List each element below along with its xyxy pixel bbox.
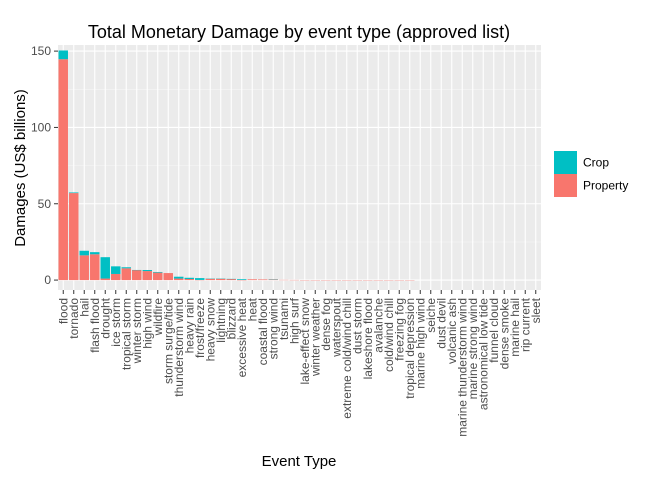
x-tick-label: dense fog: [319, 298, 333, 351]
x-tick-label: blizzard: [224, 298, 238, 339]
x-tick-label: cold/wind chill: [382, 298, 396, 372]
x-tick-label: winter storm: [130, 298, 144, 364]
x-tick-label: marine thunderstorm wind: [455, 298, 469, 437]
bar-property: [121, 268, 131, 281]
x-axis-title: Event Type: [262, 453, 337, 470]
x-tick-label: drought: [98, 297, 112, 338]
y-tick-label: 150: [31, 44, 51, 58]
x-tick-label: dust storm: [350, 298, 364, 354]
x-tick-label: tropical storm: [119, 298, 133, 370]
legend-label-property: Property: [583, 179, 628, 193]
x-tick-label: sleet: [529, 297, 543, 323]
bar-crop: [184, 277, 194, 280]
x-tick-label: avalanche: [371, 298, 385, 353]
x-tick-label: heavy snow: [203, 298, 217, 362]
x-tick-label: dust devil: [434, 298, 448, 349]
bar-crop: [195, 278, 205, 280]
x-tick-label: hail: [77, 298, 91, 317]
bar-crop: [174, 276, 184, 279]
bar-property: [100, 278, 110, 281]
x-tick-label: tornado: [67, 298, 81, 339]
bar-property: [111, 273, 121, 281]
x-tick-label: strong wind: [266, 298, 280, 359]
bars-group: [58, 50, 415, 281]
x-tick-label: tsunami: [277, 298, 291, 340]
bar-crop: [142, 270, 152, 272]
bar-crop: [90, 252, 100, 255]
x-tick-label: lakeshore flood: [361, 298, 375, 379]
chart-title: Total Monetary Damage by event type (app…: [88, 22, 510, 42]
y-axis-title: Damages (US$ billions): [12, 89, 29, 247]
bar-crop: [69, 192, 79, 194]
x-tick-label: dense smoke: [497, 298, 511, 370]
bar-property: [153, 272, 163, 281]
x-tick-label: rip current: [518, 297, 532, 352]
x-tick-label: heat: [245, 297, 259, 321]
x-tick-label: volcanic ash: [445, 298, 459, 364]
x-tick-label: lake-effect snow: [298, 298, 312, 385]
x-tick-label: lightning: [214, 298, 228, 343]
x-tick-label: winter weather: [308, 298, 322, 377]
legend-key-property: [554, 174, 577, 197]
bar-property: [174, 278, 184, 281]
bar-property: [132, 270, 142, 281]
x-tick-label: extreme cold/wind chill: [340, 298, 354, 419]
grid-lines: [58, 45, 541, 290]
bar-property: [258, 279, 268, 281]
y-axis: 0 50 100 150: [31, 44, 58, 287]
x-tick-label: thunderstorm wind: [172, 298, 186, 397]
bar-property: [163, 273, 173, 281]
legend-key-crop: [554, 151, 577, 174]
bar-property: [184, 279, 194, 281]
x-tick-label: flood: [56, 298, 70, 324]
x-tick-label: coastal flood: [256, 298, 270, 365]
bar-crop: [58, 50, 68, 60]
bar-property: [205, 278, 215, 281]
bar-crop: [100, 257, 110, 279]
x-tick-label: excessive heat: [235, 297, 249, 377]
bar-property: [247, 279, 257, 281]
x-tick-label: high surf: [287, 297, 301, 344]
bar-crop: [111, 266, 121, 274]
bar-crop: [121, 267, 131, 269]
legend: Crop Property: [554, 151, 628, 197]
bar-property: [216, 278, 226, 281]
bar-property: [268, 279, 278, 281]
x-tick-label: tropical depression: [403, 298, 417, 399]
x-tick-label: freezing fog: [392, 298, 406, 361]
x-tick-label: frost/freeze: [193, 298, 207, 358]
x-tick-label: flash flood: [88, 298, 102, 353]
x-tick-label: storm surge/tide: [161, 298, 175, 384]
x-tick-label: seiche: [424, 298, 438, 333]
bar-property: [69, 193, 79, 281]
legend-label-crop: Crop: [583, 156, 609, 170]
x-tick-label: marine hail: [508, 298, 522, 357]
bar-property: [58, 59, 68, 281]
bar-property: [142, 271, 152, 281]
plot-panel: [58, 45, 541, 290]
x-tick-label: astronomical low tide: [476, 298, 490, 410]
bar-crop: [237, 279, 247, 281]
x-tick-label: wildfire: [151, 298, 165, 337]
x-tick-label: ice storm: [109, 298, 123, 347]
x-tick-label: waterspout: [329, 297, 343, 357]
bar-property: [79, 255, 89, 281]
x-tick-label: marine strong wind: [466, 298, 480, 399]
y-tick-label: 50: [38, 197, 52, 211]
x-tick-label: marine high wind: [413, 298, 427, 389]
bar-property: [90, 254, 100, 281]
y-tick-label: 100: [31, 120, 51, 134]
bar-property: [226, 279, 236, 281]
x-tick-label: heavy rain: [182, 298, 196, 353]
y-tick-label: 0: [44, 273, 51, 287]
x-tick-label: funnel cloud: [487, 298, 501, 363]
x-tick-label: high wind: [140, 298, 154, 349]
bar-crop: [79, 250, 89, 256]
bar-crop: [153, 271, 163, 273]
